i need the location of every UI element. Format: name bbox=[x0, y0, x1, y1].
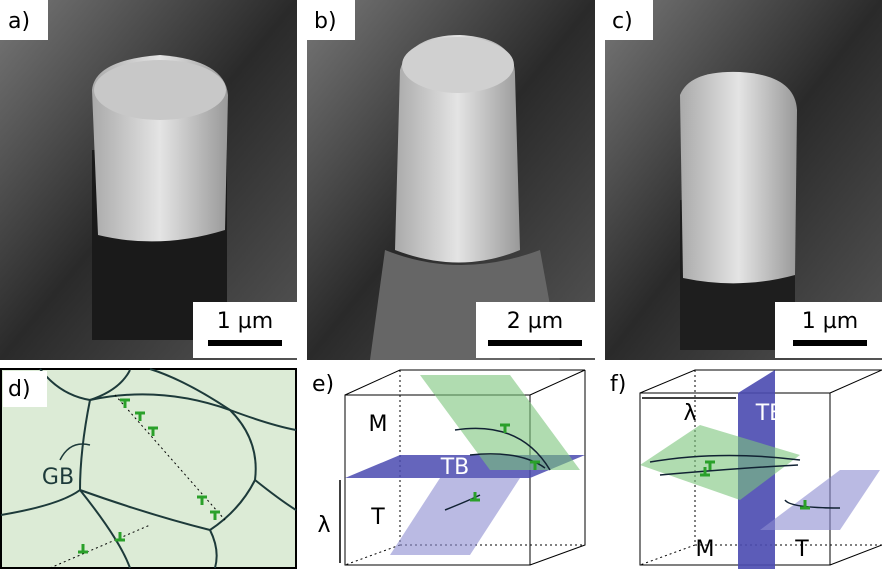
panel-d: GB d) bbox=[1, 369, 296, 568]
scale-bar bbox=[793, 340, 867, 346]
panel-label: d) bbox=[8, 377, 31, 402]
pillar bbox=[680, 72, 797, 283]
slip-plane bbox=[640, 425, 800, 500]
panel-label: f) bbox=[610, 372, 626, 397]
annotation: M bbox=[369, 412, 388, 437]
panel-label: e) bbox=[312, 372, 334, 397]
scale-label: 1 µm bbox=[802, 309, 858, 334]
scale-label: 2 µm bbox=[507, 309, 563, 334]
panel-label: b) bbox=[314, 9, 337, 34]
panel-label: a) bbox=[8, 9, 30, 34]
panel-label: c) bbox=[612, 9, 633, 34]
slip-plane bbox=[390, 478, 520, 555]
annotation: λ bbox=[317, 513, 330, 538]
annotation: λ bbox=[683, 401, 696, 426]
annotation: TB bbox=[755, 401, 785, 426]
pillar-top bbox=[94, 60, 226, 120]
page: a) 1 µm b) 2 µm c) 1 µm bbox=[0, 0, 882, 569]
annotation: M bbox=[696, 537, 715, 562]
panel-b: b) 2 µm bbox=[307, 0, 595, 360]
figure: a) 1 µm b) 2 µm c) 1 µm bbox=[0, 0, 882, 569]
annotation: GB bbox=[42, 465, 74, 490]
panel-f: λ TB M T f) bbox=[610, 370, 882, 569]
annotation: T bbox=[370, 505, 385, 530]
scale-bar bbox=[488, 340, 582, 346]
pillar-top bbox=[402, 37, 514, 93]
annotation: TB bbox=[440, 455, 470, 480]
panel-c: c) 1 µm bbox=[605, 0, 882, 360]
slip-plane bbox=[760, 470, 880, 530]
annotation: T bbox=[794, 537, 809, 562]
panel-a: a) 1 µm bbox=[0, 0, 297, 360]
scale-label: 1 µm bbox=[217, 309, 273, 334]
scale-bar bbox=[208, 340, 282, 346]
panel-e: M TB T λ e) bbox=[312, 370, 585, 565]
